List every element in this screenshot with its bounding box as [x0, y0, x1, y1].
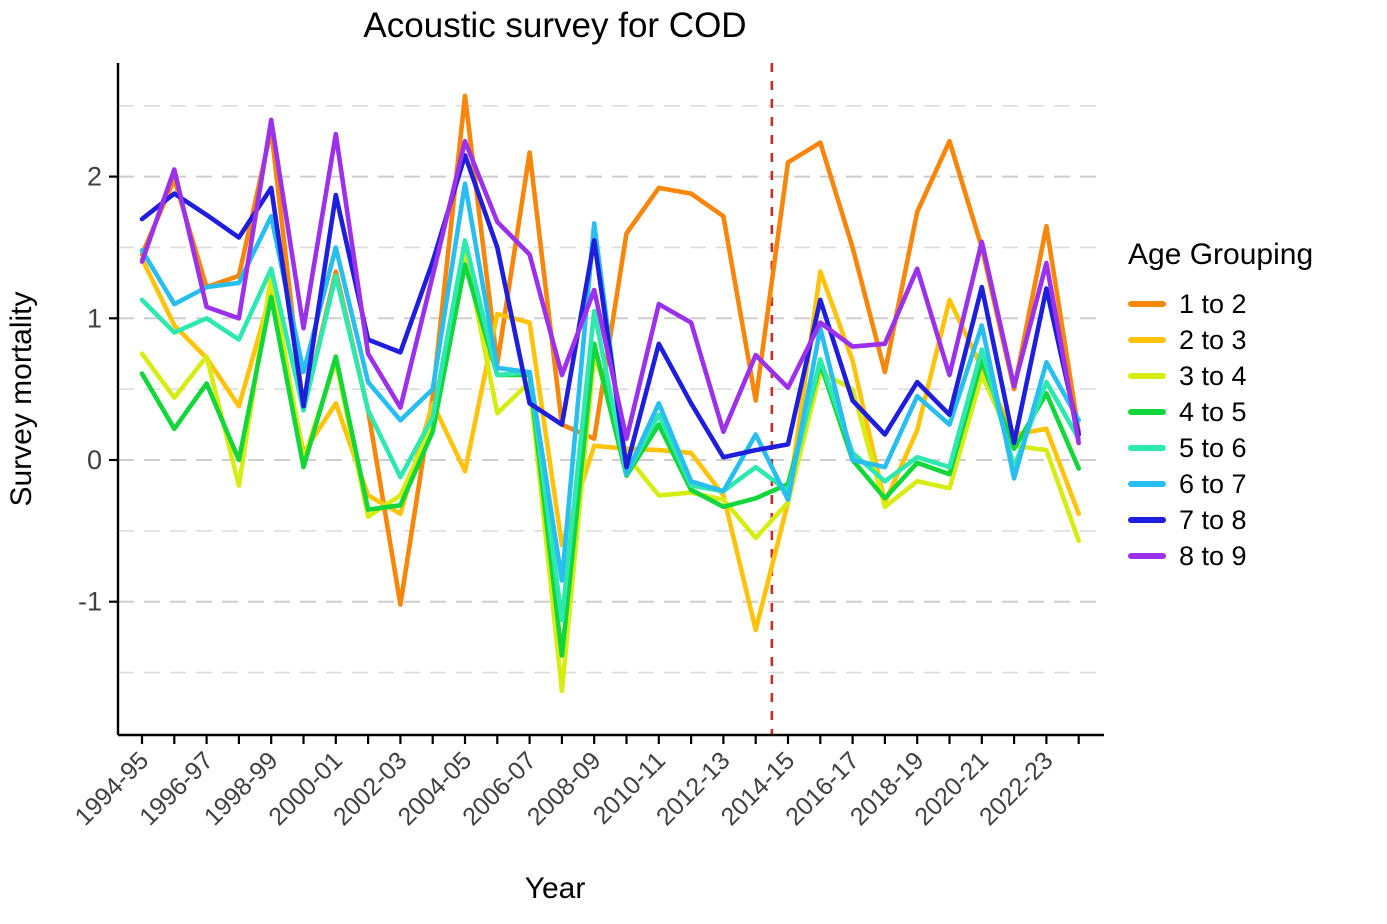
series-line-5-to-6 — [139, 238, 1081, 623]
legend-swatch — [1128, 445, 1166, 451]
legend-swatch — [1128, 553, 1166, 559]
legend-entry-4-to-5: 4 to 5 — [1128, 394, 1313, 430]
y-tick-label: -1 — [78, 587, 102, 617]
legend-entry-2-to-3: 2 to 3 — [1128, 322, 1313, 358]
legend-entry-label: 3 to 4 — [1179, 360, 1247, 391]
y-tick-label: 1 — [87, 303, 102, 333]
chart-title: Acoustic survey for COD — [363, 6, 747, 45]
legend-entry-5-to-6: 5 to 6 — [1128, 430, 1313, 466]
legend-entry-label: 4 to 5 — [1179, 396, 1247, 427]
legend: Age Grouping 1 to 2 2 to 3 3 to 4 4 to 5 5 t… — [1128, 238, 1313, 574]
legend-title: Age Grouping — [1128, 238, 1314, 271]
series-line-8-to-9 — [139, 117, 1081, 446]
legend-swatch — [1128, 409, 1166, 415]
legend-entry-label: 2 to 3 — [1179, 324, 1247, 355]
legend-swatch — [1128, 481, 1166, 487]
legend-entry-3-to-4: 3 to 4 — [1128, 358, 1313, 394]
y-tick-label: 2 — [87, 162, 102, 192]
legend-swatch — [1128, 337, 1166, 343]
legend-entry-1-to-2: 1 to 2 — [1128, 286, 1313, 322]
legend-swatch — [1128, 373, 1166, 379]
legend-swatch — [1128, 517, 1166, 523]
legend-entry-label: 5 to 6 — [1179, 432, 1247, 463]
legend-entry-label: 8 to 9 — [1179, 540, 1247, 571]
legend-entry-label: 1 to 2 — [1179, 288, 1247, 319]
x-axis-label: Year — [524, 872, 586, 905]
legend-entry-7-to-8: 7 to 8 — [1128, 502, 1313, 538]
legend-entry-label: 7 to 8 — [1179, 504, 1247, 535]
y-tick-label: 0 — [87, 445, 102, 475]
legend-entry-8-to-9: 8 to 9 — [1128, 538, 1313, 574]
series-line-4-to-5 — [139, 262, 1081, 658]
legend-swatch — [1128, 301, 1166, 307]
legend-entry-6-to-7: 6 to 7 — [1128, 466, 1313, 502]
legend-entry-label: 6 to 7 — [1179, 468, 1247, 499]
